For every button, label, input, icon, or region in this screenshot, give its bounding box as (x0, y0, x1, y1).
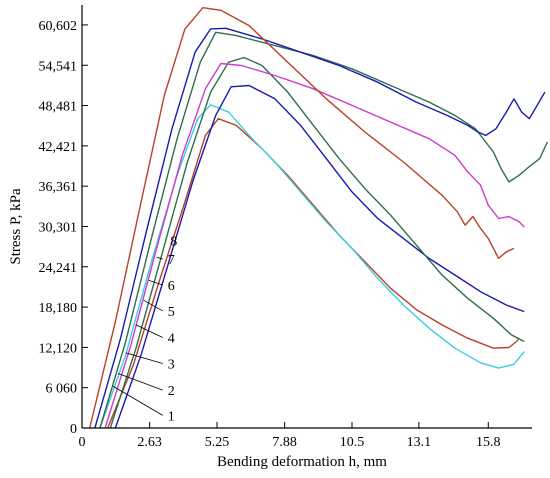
series-line-1 (107, 118, 520, 429)
leader-line-6 (148, 279, 163, 286)
series-line-5 (104, 62, 525, 429)
series-line-7 (94, 27, 546, 429)
y-tick-label: 48,481 (39, 100, 78, 115)
x-axis-title: Bending deformation h, mm (217, 454, 387, 470)
y-tick-label: 6 060 (46, 382, 78, 397)
axes-layer (81, 5, 532, 429)
x-tick-label: 15.8 (476, 435, 501, 450)
y-tick-label: 60,602 (39, 19, 78, 34)
series-line-8 (89, 7, 515, 429)
leader-line-3 (125, 352, 163, 364)
x-tick-label: 2.63 (137, 435, 162, 450)
series-line-4 (109, 56, 525, 429)
leader-line-4 (135, 324, 163, 338)
y-tick-label: 54,541 (39, 59, 78, 74)
y-tick-label: 30,301 (39, 220, 78, 235)
tick-layer: 0 2.63 5.25 7.88 10.5 13.1 15.8 0 6 060 12,120 18,… (39, 19, 501, 450)
leader-line-1 (112, 385, 163, 416)
curve-label-1: 1 (168, 409, 175, 424)
curve-label-8: 8 (170, 234, 177, 249)
y-tick-label: 18,180 (39, 301, 78, 316)
curves-layer (89, 7, 549, 429)
series-line-2 (99, 104, 525, 429)
leaders-layer: 1 2 3 4 5 6 7 8 (112, 234, 177, 424)
leader-line-7 (156, 256, 163, 260)
leader-line-2 (117, 373, 163, 391)
x-tick-label: 0 (79, 435, 86, 450)
series-line-3 (114, 84, 525, 429)
leader-line-5 (143, 299, 163, 312)
x-tick-label: 5.25 (205, 435, 230, 450)
curve-label-4: 4 (168, 332, 175, 347)
y-tick-label: 36,361 (39, 180, 78, 195)
y-tick-label: 12,120 (39, 341, 78, 356)
x-tick-label: 10.5 (340, 435, 365, 450)
x-tick-label: 13.1 (407, 435, 432, 450)
series-line-6 (99, 31, 549, 429)
y-tick-label: 24,241 (39, 261, 78, 276)
curve-label-7: 7 (168, 253, 175, 268)
curve-label-2: 2 (168, 384, 175, 399)
curve-label-5: 5 (168, 305, 175, 320)
curve-label-6: 6 (168, 279, 175, 294)
y-axis-title: Stress P, kPa (8, 188, 24, 265)
y-tick-label: 0 (70, 422, 77, 437)
x-tick-label: 7.88 (272, 435, 297, 450)
y-tick-label: 42,421 (39, 140, 78, 155)
curve-label-3: 3 (168, 357, 175, 372)
